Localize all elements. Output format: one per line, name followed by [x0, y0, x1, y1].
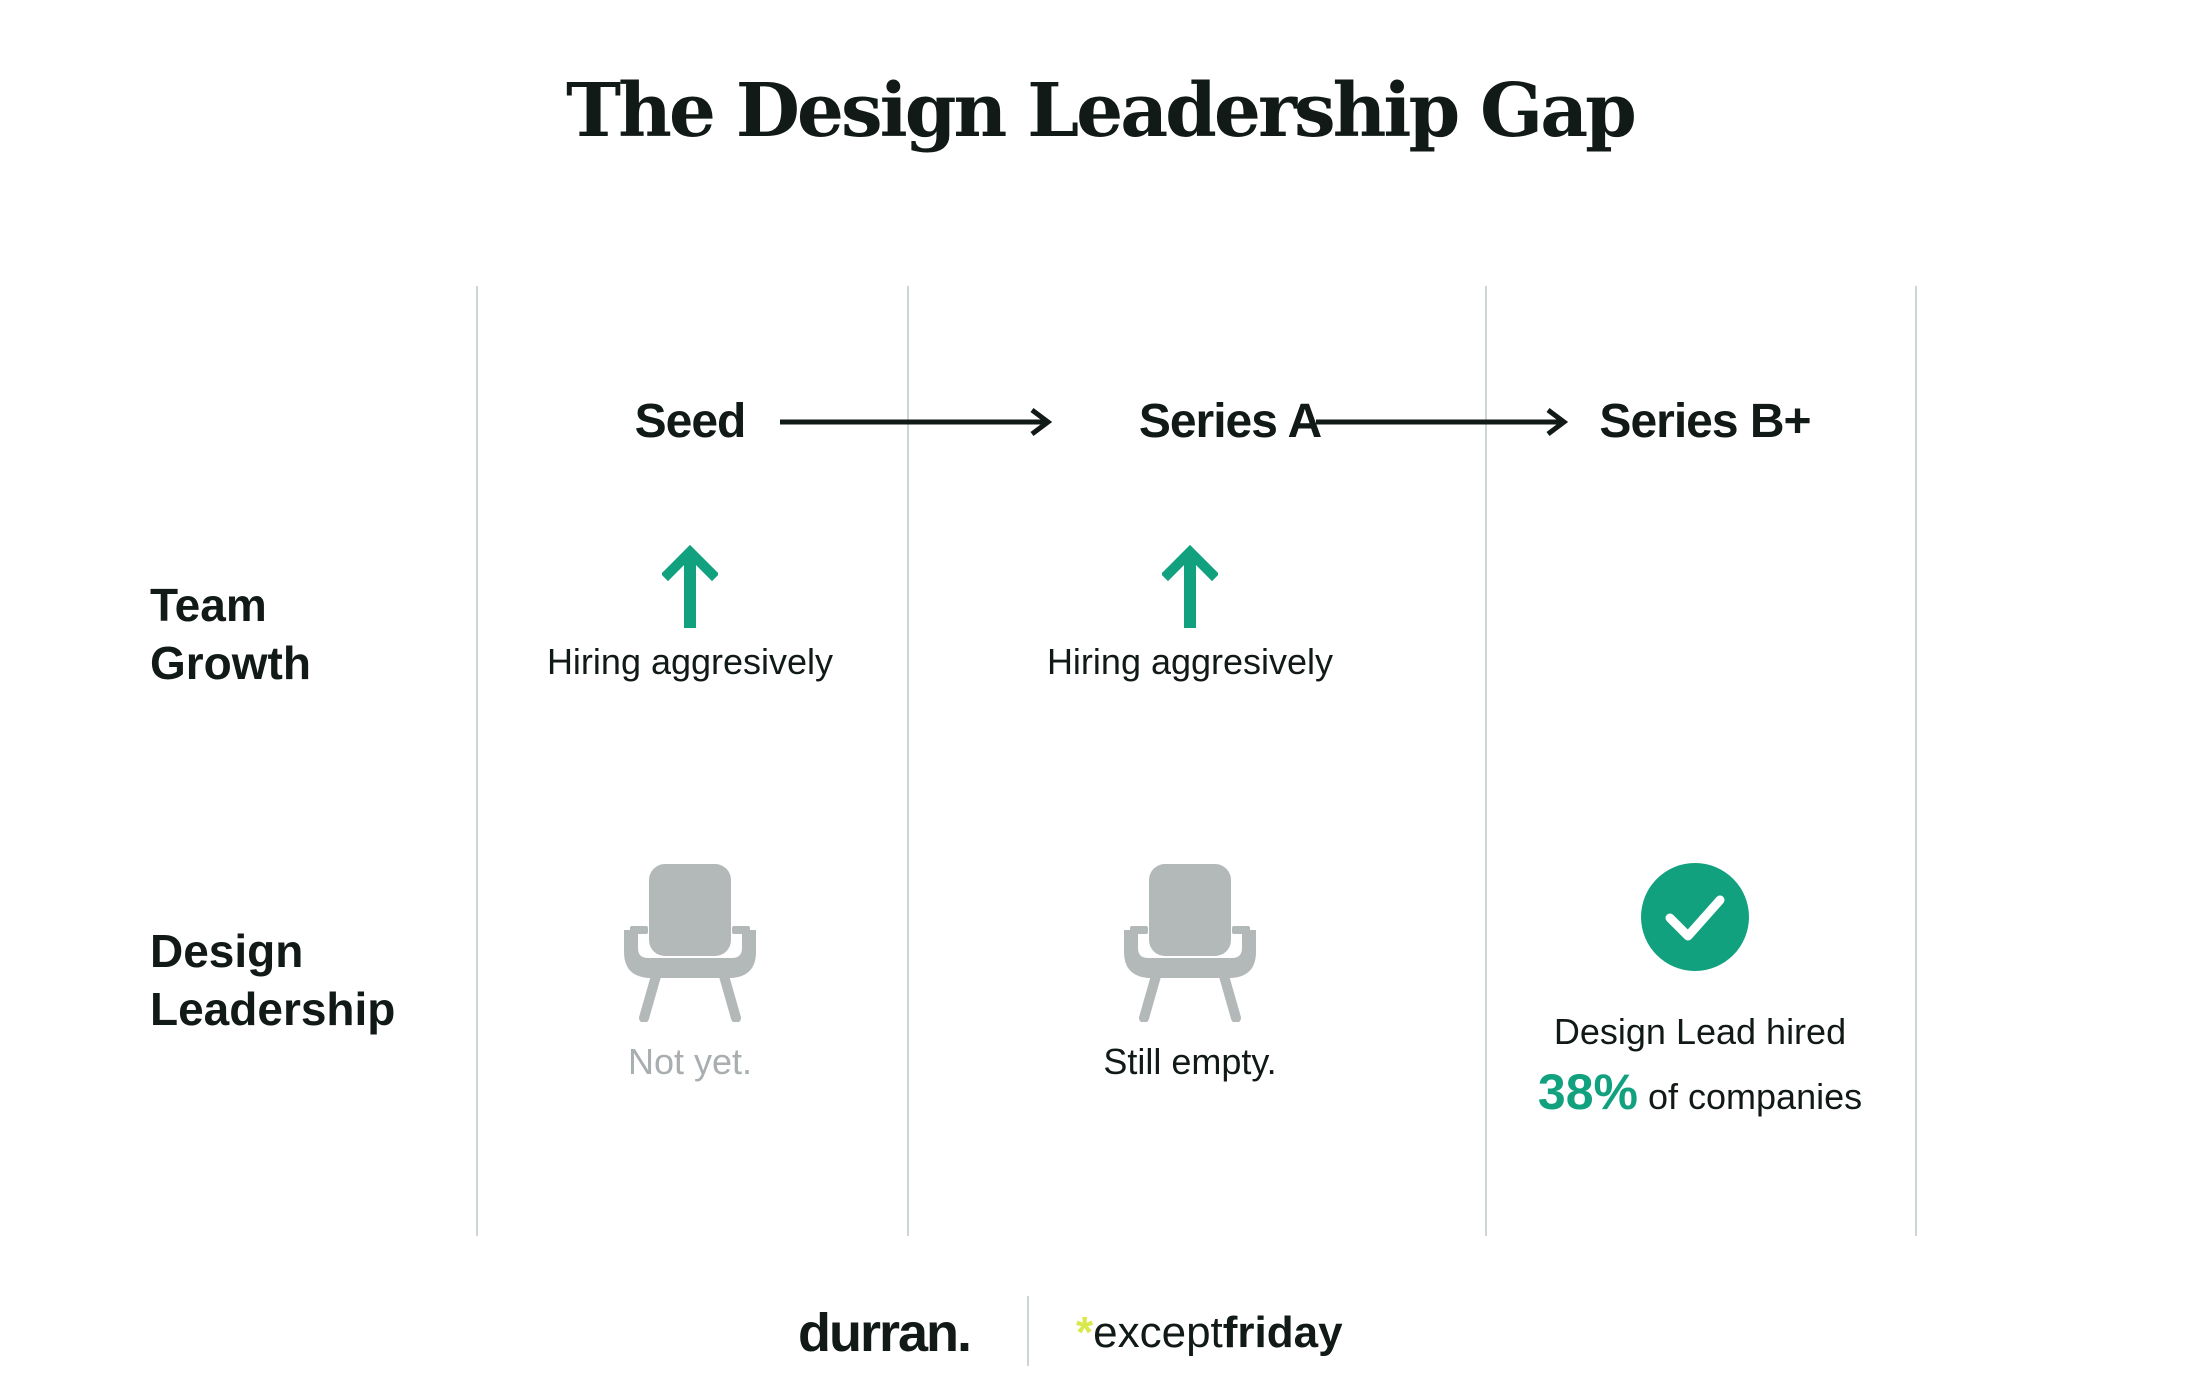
seed-leadership-caption: Not yet. [627, 1041, 753, 1082]
logo-except: except [1093, 1308, 1223, 1357]
series-a-growth-caption: Hiring aggresively [1046, 641, 1334, 682]
row-label-line: Design [150, 925, 304, 977]
stage-label-series-b: Series B+ [1599, 395, 1811, 448]
row-label-design-leadership: Design Leadership [150, 922, 395, 1038]
arrow-up-icon [662, 544, 718, 628]
seed-growth-caption: Hiring aggresively [546, 641, 834, 682]
design-lead-hired-text: Design Lead hired [1553, 1011, 1847, 1052]
durran-logo: durran. [797, 1303, 972, 1363]
column-divider [476, 286, 478, 1236]
stage-label-series-a: Series A [1138, 395, 1322, 448]
logo-star: * [1076, 1308, 1094, 1357]
except-friday-logo: *exceptfriday [1076, 1308, 1343, 1358]
logo-friday: friday [1222, 1308, 1343, 1357]
percent-value: 38% [1537, 1064, 1638, 1120]
arrow-right-icon [780, 408, 1053, 436]
logo-divider [1027, 1296, 1029, 1366]
column-divider [1485, 286, 1487, 1236]
row-label-line: Team [150, 579, 267, 631]
percent-line: 38% of companies [1485, 1062, 1915, 1127]
percent-suffix: of companies [1647, 1076, 1863, 1117]
column-divider [1915, 286, 1917, 1236]
series-a-leadership-caption: Still empty. [1103, 1041, 1277, 1082]
row-label-line: Growth [150, 637, 311, 689]
stage-label-seed: Seed [634, 395, 747, 448]
arrow-up-icon [1162, 544, 1218, 628]
series-b-leadership-caption: Design Lead hired 38% of companies [1485, 1002, 1915, 1127]
armchair-icon [1124, 864, 1256, 1022]
armchair-icon [624, 864, 756, 1022]
row-label-team-growth: Team Growth [150, 576, 311, 692]
row-label-line: Leadership [150, 983, 396, 1035]
arrow-right-icon [1316, 408, 1569, 436]
check-circle-icon [1641, 863, 1749, 971]
page-title: The Design Leadership Gap [566, 68, 1637, 154]
column-divider [907, 286, 909, 1236]
